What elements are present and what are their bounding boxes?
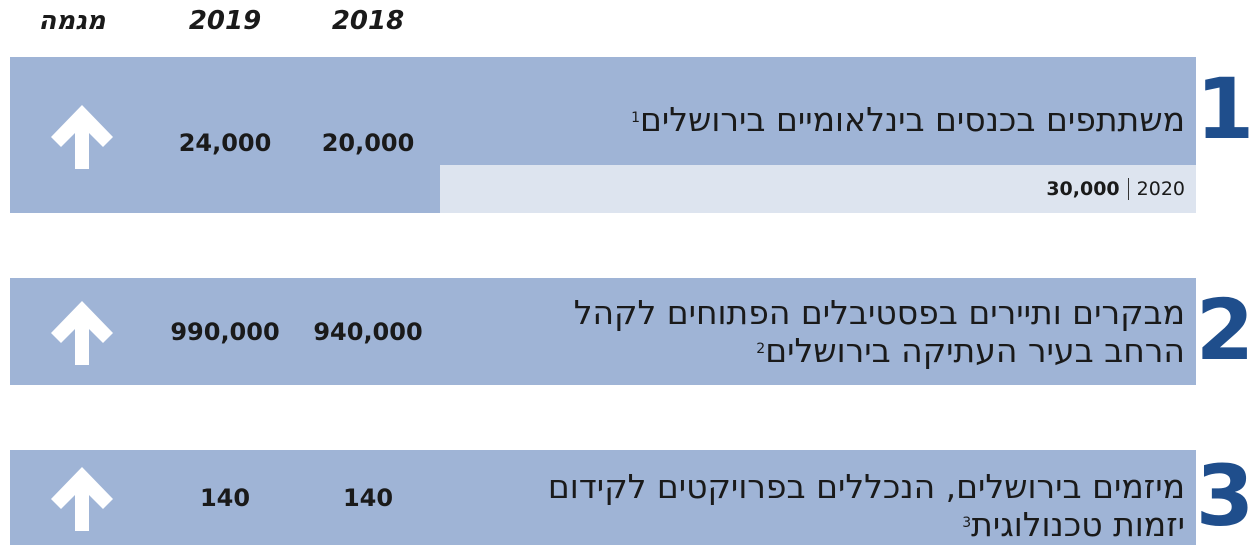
header-trend: מגמה: [38, 6, 106, 36]
target-strip: [440, 165, 1196, 213]
row-title: מבקרים ותיירים בפסטיבלים הפתוחים לקהל הרח…: [574, 294, 1185, 370]
row-number: 3: [1195, 446, 1255, 545]
value-2018: 940,000: [313, 317, 423, 346]
value-2018: 140: [342, 483, 394, 512]
value-2019: 140: [199, 483, 251, 512]
row-number: 2: [1195, 280, 1255, 379]
row-band: [10, 450, 1196, 545]
arrow-shape: [51, 300, 113, 365]
footnote-ref: 3: [962, 515, 972, 531]
row-title: משתתפים בכנסים בינלאומיים בירושלים1: [631, 101, 1185, 139]
row-title: מיזמים בירושלים, הנכללים בפרויקטים לקידו…: [548, 468, 1185, 544]
value-2018: 20,000: [321, 129, 415, 157]
row-number: 1: [1195, 60, 1255, 158]
arrow-shape: [51, 105, 113, 169]
row-band: [10, 278, 1196, 385]
header-2019: 2019: [188, 6, 262, 36]
title-line: משתתפים בכנסים בינלאומיים בירושלים1: [631, 100, 1185, 139]
trend-arrow: [51, 105, 113, 169]
separator: [1127, 178, 1129, 200]
title-line: הרחב בעיר העתיקה בירושלים2: [756, 331, 1185, 370]
trend-arrow: [51, 300, 113, 365]
target-value: 30,000: [1046, 178, 1120, 200]
row-band: [10, 165, 440, 213]
title-line: מבקרים ותיירים בפסטיבלים הפתוחים לקהל: [573, 293, 1185, 332]
title-line: מיזמים בירושלים, הנכללים בפרויקטים לקידו…: [547, 467, 1185, 506]
trend-arrow: [51, 466, 113, 531]
footnote-ref: 1: [631, 110, 640, 126]
target: 2020 30,000: [1046, 177, 1185, 201]
arrow-shape: [51, 466, 113, 531]
value-2019: 990,000: [170, 317, 280, 346]
row-band: [10, 57, 1196, 165]
target-year: 2020: [1136, 178, 1185, 200]
value-2019: 24,000: [178, 129, 272, 157]
title-line: יזמות טכנולוגית3: [962, 505, 1185, 544]
footnote-ref: 2: [756, 341, 766, 357]
header-2018: 2018: [331, 6, 405, 36]
